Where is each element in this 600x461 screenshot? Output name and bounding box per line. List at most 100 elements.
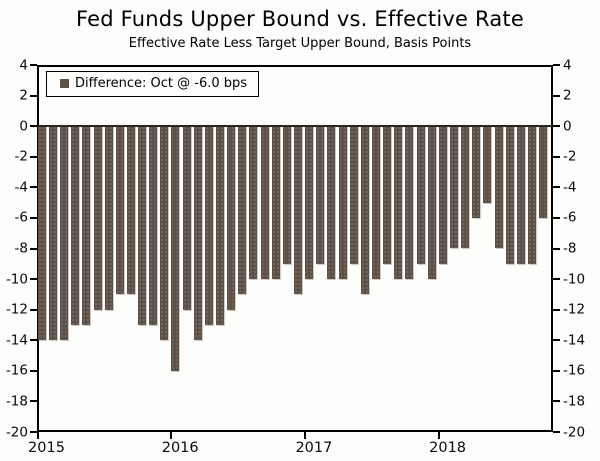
y-tick-right: [553, 125, 560, 128]
bar-may-2015: [82, 126, 91, 325]
y-axis-label-left: -14: [5, 332, 28, 348]
y-axis-label-right: -2: [563, 148, 577, 165]
y-axis-label-left: -12: [5, 301, 28, 318]
bar-nov-2017: [416, 126, 425, 264]
y-tick-right: [553, 431, 560, 433]
y-tick-left: [30, 155, 37, 158]
bar-feb-2018: [450, 126, 459, 249]
bar-mar-2015: [60, 126, 69, 341]
bar-dec-2017: [427, 126, 436, 280]
y-tick-left: [30, 216, 37, 219]
bar-oct-2016: [271, 126, 280, 280]
y-axis-label-left: -6: [14, 209, 28, 226]
y-axis-label-left: -4: [14, 179, 28, 196]
bar-may-2017: [349, 126, 358, 264]
bar-aug-2016: [249, 126, 258, 280]
bar-feb-2015: [48, 126, 57, 341]
y-tick-left: [30, 247, 37, 250]
y-tick-left: [30, 186, 37, 189]
x-axis-label-2015: 2015: [28, 440, 65, 456]
y-axis-label-right: -10: [563, 270, 586, 287]
y-axis-label-right: 0: [563, 117, 572, 134]
bar-feb-2017: [316, 126, 325, 264]
bar-feb-2016: [182, 126, 191, 310]
chart-subtitle: Effective Rate Less Target Upper Bound, …: [128, 36, 472, 51]
x-tick-2018: [437, 432, 440, 439]
bar-sep-2015: [126, 126, 135, 295]
x-axis-label-2017: 2017: [295, 440, 333, 456]
bar-apr-2018: [472, 126, 481, 218]
bar-jul-2016: [238, 126, 247, 295]
y-tick-left: [30, 308, 37, 311]
zero-line: [37, 125, 553, 128]
bar-jul-2018: [505, 126, 514, 264]
bar-mar-2018: [461, 126, 470, 249]
bar-aug-2015: [115, 126, 124, 295]
bar-mar-2017: [327, 126, 336, 280]
y-axis-label-right: 2: [563, 87, 572, 104]
y-axis-label-left: -2: [14, 148, 28, 165]
bar-jul-2017: [372, 126, 381, 280]
bar-apr-2016: [204, 126, 213, 325]
bar-jan-2015: [37, 126, 46, 341]
bar-jan-2016: [171, 126, 180, 371]
bar-jan-2017: [305, 126, 314, 280]
legend-label: Difference: Oct @ -6.0 bps: [75, 76, 248, 91]
bar-sep-2016: [260, 126, 269, 280]
bar-dec-2016: [294, 126, 303, 295]
bar-sep-2018: [528, 126, 537, 264]
bar-oct-2018: [539, 126, 548, 218]
y-axis-label-left: -8: [14, 240, 28, 257]
bar-dec-2015: [160, 126, 169, 341]
x-tick-2017: [303, 432, 306, 439]
y-tick-left: [30, 94, 37, 97]
y-axis-label-right: 4: [563, 56, 572, 73]
legend-swatch-icon: [60, 79, 69, 88]
bar-jun-2015: [93, 126, 102, 310]
y-tick-right: [553, 64, 560, 66]
y-axis-label-left: 0: [19, 117, 28, 134]
bar-apr-2017: [338, 126, 347, 280]
y-axis-label-left: -10: [5, 270, 28, 287]
y-axis-label-left: 2: [19, 87, 28, 104]
y-tick-right: [553, 278, 560, 281]
x-axis-label-2016: 2016: [161, 440, 199, 456]
x-tick-2015: [36, 432, 39, 439]
bar-jun-2018: [494, 126, 503, 249]
y-tick-right: [553, 339, 560, 342]
bar-aug-2018: [516, 126, 525, 264]
y-tick-right: [553, 247, 560, 250]
y-tick-left: [30, 400, 37, 403]
bar-aug-2017: [383, 126, 392, 264]
x-tick-2016: [170, 432, 173, 439]
y-axis-label-left: 4: [19, 56, 28, 73]
y-axis-label-right: -16: [563, 362, 586, 379]
legend-box: Difference: Oct @ -6.0 bps: [46, 71, 260, 97]
y-axis-label-right: -18: [563, 393, 586, 410]
y-tick-left: [30, 125, 37, 128]
bar-oct-2015: [138, 126, 147, 325]
y-tick-left: [30, 339, 37, 342]
bar-oct-2017: [405, 126, 414, 280]
y-axis-label-left: -20: [5, 423, 28, 440]
y-tick-left: [30, 431, 37, 433]
y-tick-right: [553, 94, 560, 97]
y-axis-label-right: -4: [563, 179, 577, 196]
y-tick-right: [553, 308, 560, 311]
x-axis-label-2018: 2018: [429, 440, 467, 456]
bar-jan-2018: [438, 126, 447, 264]
bar-may-2018: [483, 126, 492, 203]
y-tick-left: [30, 64, 37, 66]
bar-nov-2016: [282, 126, 291, 264]
y-axis-label-right: -6: [563, 209, 577, 226]
y-axis-label-right: -14: [563, 332, 586, 348]
bar-sep-2017: [394, 126, 403, 280]
y-axis-label-left: -16: [5, 362, 28, 379]
bar-jun-2017: [360, 126, 369, 295]
y-tick-right: [553, 369, 560, 372]
y-tick-right: [553, 155, 560, 158]
bar-mar-2016: [193, 126, 202, 341]
y-tick-right: [553, 400, 560, 403]
bar-jul-2015: [104, 126, 113, 310]
bar-jun-2016: [227, 126, 236, 310]
